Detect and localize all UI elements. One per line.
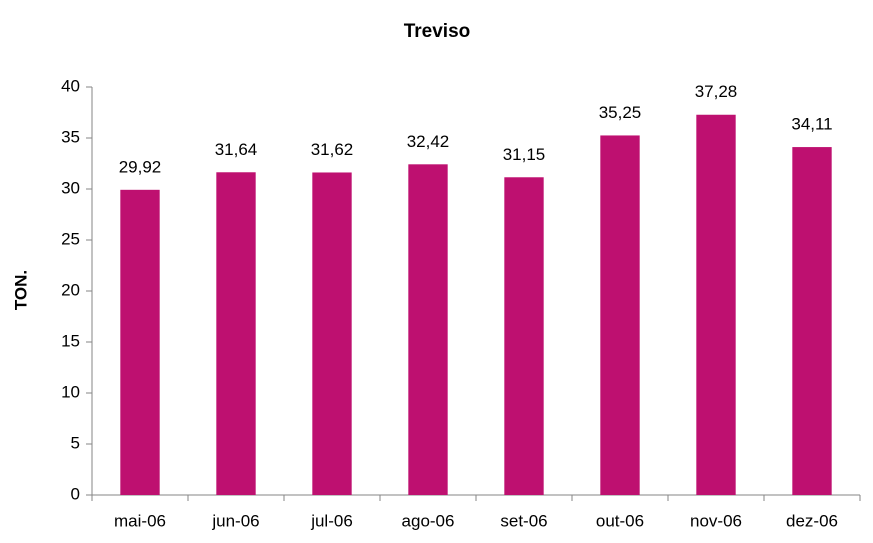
x-tick-label: dez-06: [786, 511, 838, 530]
bar: [600, 135, 640, 495]
data-label: 37,28: [695, 82, 738, 101]
data-label: 32,42: [407, 132, 450, 151]
x-tick-label: jun-06: [211, 511, 259, 530]
chart-title: Treviso: [404, 21, 471, 42]
bar: [312, 172, 352, 495]
bar: [216, 172, 256, 495]
y-tick-label: 20: [61, 280, 80, 299]
data-label: 29,92: [119, 157, 162, 176]
y-tick-label: 30: [61, 178, 80, 197]
x-tick-label: mai-06: [114, 511, 166, 530]
bar: [408, 164, 448, 496]
x-tick-label: set-06: [500, 511, 547, 530]
y-tick-label: 15: [61, 331, 80, 350]
y-tick-label: 40: [61, 76, 80, 95]
data-label: 35,25: [599, 103, 642, 122]
y-tick-label: 0: [71, 484, 80, 503]
y-tick-label: 5: [71, 433, 80, 452]
bar: [792, 147, 832, 495]
x-tick-label: nov-06: [690, 511, 742, 530]
bar: [696, 114, 736, 495]
data-label: 31,15: [503, 145, 546, 164]
x-tick-label: jul-06: [310, 511, 353, 530]
bar: [504, 177, 544, 495]
data-label: 34,11: [791, 115, 832, 134]
y-axis-label: TON.: [11, 270, 30, 310]
y-tick-label: 25: [61, 229, 80, 248]
data-label: 31,62: [311, 140, 354, 159]
data-label: 31,64: [215, 140, 258, 159]
bar: [120, 189, 160, 496]
x-tick-label: ago-06: [402, 511, 455, 530]
y-tick-label: 10: [61, 382, 80, 401]
x-tick-label: out-06: [596, 511, 644, 530]
y-tick-label: 35: [61, 127, 80, 146]
